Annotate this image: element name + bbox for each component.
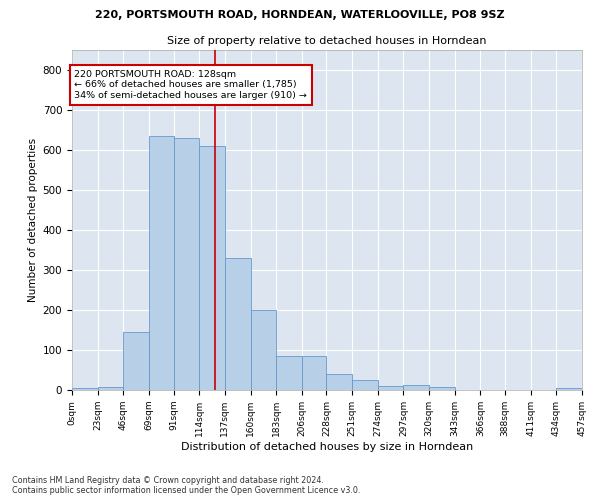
Bar xyxy=(302,356,326,390)
Bar xyxy=(556,388,582,390)
Text: Contains HM Land Registry data © Crown copyright and database right 2024.
Contai: Contains HM Land Registry data © Crown c… xyxy=(12,476,361,495)
X-axis label: Distribution of detached houses by size in Horndean: Distribution of detached houses by size … xyxy=(181,442,473,452)
Bar xyxy=(124,332,149,390)
Bar xyxy=(276,356,302,390)
Bar xyxy=(352,380,378,390)
Bar xyxy=(98,387,124,390)
Text: 220, PORTSMOUTH ROAD, HORNDEAN, WATERLOOVILLE, PO8 9SZ: 220, PORTSMOUTH ROAD, HORNDEAN, WATERLOO… xyxy=(95,10,505,20)
Bar xyxy=(251,310,276,390)
Bar xyxy=(225,258,251,390)
Title: Size of property relative to detached houses in Horndean: Size of property relative to detached ho… xyxy=(167,36,487,46)
Bar xyxy=(326,374,352,390)
Bar xyxy=(403,385,429,390)
Y-axis label: Number of detached properties: Number of detached properties xyxy=(28,138,38,302)
Bar xyxy=(173,138,199,390)
Bar xyxy=(72,388,98,390)
Text: 220 PORTSMOUTH ROAD: 128sqm
← 66% of detached houses are smaller (1,785)
34% of : 220 PORTSMOUTH ROAD: 128sqm ← 66% of det… xyxy=(74,70,307,100)
Bar xyxy=(378,386,403,390)
Bar xyxy=(429,387,455,390)
Bar xyxy=(199,146,225,390)
Bar xyxy=(149,136,173,390)
